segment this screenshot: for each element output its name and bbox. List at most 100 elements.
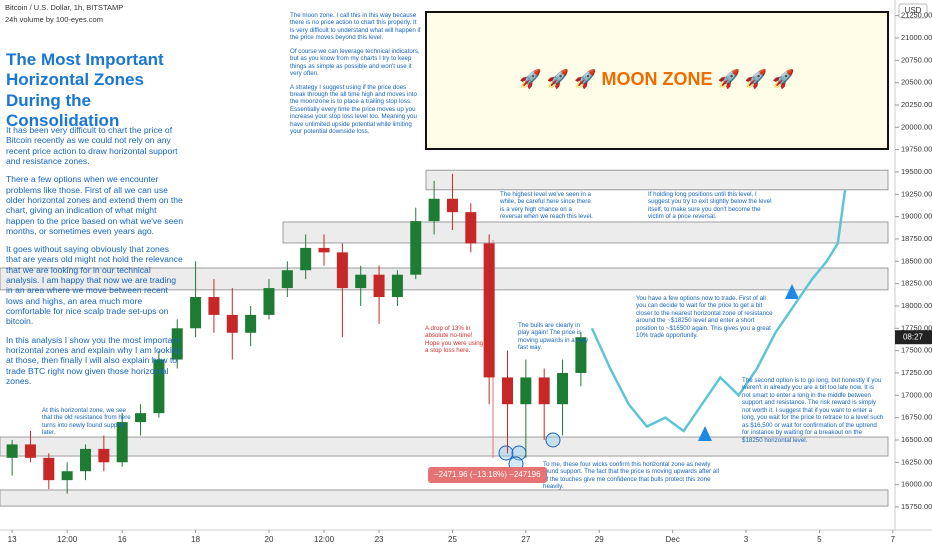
currency: USD <box>905 6 922 15</box>
x-tick-label: Dec <box>666 535 680 544</box>
candle-body <box>135 413 147 423</box>
y-tick-label: 20500.00 <box>901 78 932 87</box>
measure-label: −2471.96 (−13.18%) −247196 <box>428 467 547 483</box>
y-tick-label: 20000.00 <box>901 122 932 131</box>
candle-body <box>373 274 385 298</box>
y-tick-label: 16000.00 <box>901 480 932 489</box>
note: The second option is to go long, but hon… <box>742 377 884 444</box>
horizontal-zone <box>0 489 889 507</box>
y-tick-label: 20250.00 <box>901 100 932 109</box>
indicator: 24h volume by 100-eyes.com <box>5 15 103 24</box>
projection-path <box>590 189 847 433</box>
x-tick-label: 5 <box>817 535 822 544</box>
x-tick-label: 3 <box>744 535 749 544</box>
y-tick-label: 18500.00 <box>901 256 932 265</box>
note: The bulls are clearly in play again! The… <box>518 322 589 352</box>
candle-body <box>171 328 183 360</box>
candle-body <box>483 243 495 378</box>
horizontal-zone <box>425 169 889 191</box>
x-tick-label: 16 <box>118 535 127 544</box>
note: A drop of 13% in absolute no-time! Hope … <box>425 325 484 355</box>
candle-body <box>300 247 312 271</box>
candle-body <box>520 377 532 405</box>
y-tick-label: 15750.00 <box>901 502 932 511</box>
y-tick-label: 19500.00 <box>901 167 932 176</box>
candle-body <box>465 212 477 244</box>
paragraph: It has been very difficult to chart the … <box>6 125 178 166</box>
price-label: 08:27 <box>903 332 924 341</box>
warning-icon <box>698 426 712 441</box>
warning-icon <box>785 284 799 299</box>
candle-body <box>79 448 92 472</box>
x-tick-label: 18 <box>191 535 200 544</box>
x-tick-label: 12:00 <box>314 535 335 544</box>
candle-body <box>226 314 238 333</box>
candle-body <box>391 274 403 298</box>
x-tick-label: 23 <box>375 535 384 544</box>
candle-body <box>446 198 458 213</box>
paragraph: There a few options when we encounter pr… <box>6 174 183 236</box>
moon-note: The moon zone. I call this in this way b… <box>290 12 422 142</box>
y-tick-label: 17250.00 <box>901 368 932 377</box>
price-label-box <box>895 330 932 345</box>
y-tick-label: 18000.00 <box>901 301 932 310</box>
candle-body <box>190 297 202 329</box>
horizontal-zone <box>0 267 889 291</box>
y-tick-label: 18250.00 <box>901 279 932 288</box>
candle-body <box>336 252 348 289</box>
x-tick-label: 29 <box>595 535 604 544</box>
candle-body <box>281 270 293 289</box>
candle-body <box>575 337 587 373</box>
note: At this horizontal zone, we see that the… <box>42 407 131 437</box>
candle-body <box>245 314 257 333</box>
y-tick-label: 17750.00 <box>901 323 932 332</box>
note-paragraph: The moon zone. I call this in this way b… <box>290 12 421 42</box>
candle-body <box>24 444 36 458</box>
currency-box <box>898 3 928 19</box>
y-tick-label: 18750.00 <box>901 234 932 243</box>
paragraph: In this analysis I show you the most imp… <box>6 334 182 386</box>
candle-body <box>61 471 73 481</box>
candle-body <box>428 198 440 222</box>
y-tick-label: 19000.00 <box>901 212 932 221</box>
analysis-title: The Most Important Horizontal Zones Duri… <box>6 50 164 131</box>
x-tick-label: 13 <box>8 535 17 544</box>
candle-body <box>410 221 422 275</box>
note: To me, these four wicks confirm this hor… <box>543 461 719 491</box>
candle-body <box>318 247 330 253</box>
x-tick-label: 20 <box>265 535 274 544</box>
note: The highest level we've seen in a while,… <box>500 191 593 221</box>
candle-body <box>263 288 275 315</box>
y-tick-label: 19250.00 <box>901 189 932 198</box>
candle-body <box>501 377 514 405</box>
candle-body <box>208 297 220 315</box>
candle-body <box>153 359 165 414</box>
x-tick-label: 7 <box>891 535 896 544</box>
note: You have a few options now to trade. Fir… <box>636 295 773 340</box>
note-paragraph: A strategy I suggest using if the price … <box>290 83 417 136</box>
y-tick-label: 19750.00 <box>901 145 932 154</box>
symbol: Bitcoin / U.S. Dollar, 1h, BITSTAMP <box>5 3 123 12</box>
horizontal-zone <box>0 436 889 457</box>
moon-zone-label: 🚀 🚀 🚀 MOON ZONE 🚀 🚀 🚀 <box>519 68 794 89</box>
y-tick-label: 21000.00 <box>901 33 932 42</box>
wick-circle <box>545 432 561 448</box>
horizontal-zone <box>282 221 889 244</box>
x-tick-label: 25 <box>448 535 457 544</box>
y-tick-label: 17000.00 <box>901 390 932 399</box>
candle-body <box>116 422 128 463</box>
x-tick-label: 27 <box>521 535 530 544</box>
candle-body <box>355 274 367 289</box>
candle-body <box>6 444 18 458</box>
y-tick-label: 16250.00 <box>901 457 932 466</box>
y-tick-label: 16500.00 <box>901 435 932 444</box>
candle-body <box>538 377 550 405</box>
y-tick-label: 21250.00 <box>901 11 932 20</box>
analysis-text: It has been very difficult to chart the … <box>6 125 184 394</box>
candle-body <box>43 457 55 481</box>
candle-body <box>557 372 569 405</box>
y-tick-label: 17500.00 <box>901 346 932 355</box>
note-paragraph: Of course we can leverage technical indi… <box>290 47 420 78</box>
